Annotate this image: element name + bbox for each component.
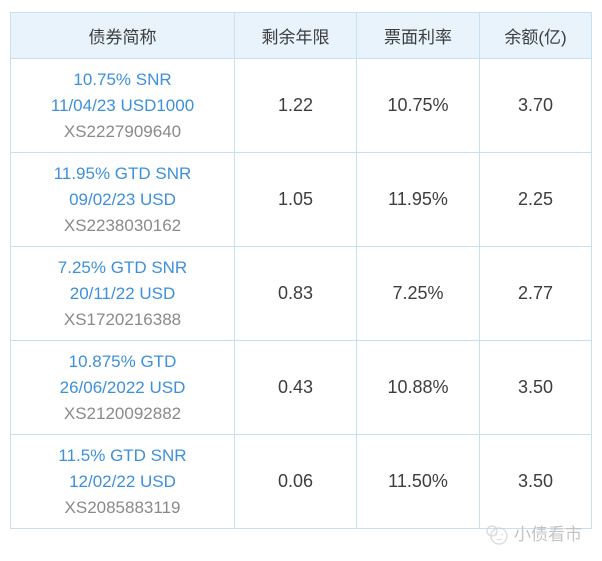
balance-value: 3.50 — [479, 434, 591, 528]
bond-name-cell[interactable]: 11.95% GTD SNR 09/02/23 USD XS2238030162 — [11, 152, 234, 246]
bond-name-line2: 26/06/2022 USD — [59, 377, 186, 397]
bond-table: 债券简称 剩余年限 票面利率 余额(亿) 10.75% SNR 11/04/23… — [10, 12, 592, 529]
bond-name-line1: 11.5% GTD SNR — [58, 445, 187, 465]
doodle-face-icon — [484, 523, 510, 547]
bond-isin-code: XS2227909640 — [63, 121, 182, 141]
coupon-rate-value: 11.95% — [356, 152, 479, 246]
bond-name-line1: 7.25% GTD SNR — [57, 257, 188, 277]
bond-name-cell[interactable]: 11.5% GTD SNR 12/02/22 USD XS2085883119 — [11, 434, 234, 528]
bond-name-line1: 10.875% GTD — [68, 351, 177, 371]
remaining-years-value: 1.22 — [234, 58, 356, 152]
balance-value: 2.77 — [479, 246, 591, 340]
bond-name-cell[interactable]: 10.875% GTD 26/06/2022 USD XS2120092882 — [11, 340, 234, 434]
balance-value: 3.50 — [479, 340, 591, 434]
column-header-coupon-rate: 票面利率 — [356, 13, 479, 58]
bond-name-cell[interactable]: 7.25% GTD SNR 20/11/22 USD XS1720216388 — [11, 246, 234, 340]
bond-name-line2: 11/04/23 USD1000 — [50, 95, 195, 115]
bond-isin-code: XS2085883119 — [64, 497, 181, 517]
column-header-remaining-years: 剩余年限 — [234, 13, 356, 58]
remaining-years-value: 0.83 — [234, 246, 356, 340]
remaining-years-value: 0.43 — [234, 340, 356, 434]
bond-name-line1: 10.75% SNR — [73, 69, 172, 89]
balance-value: 2.25 — [479, 152, 591, 246]
coupon-rate-value: 7.25% — [356, 246, 479, 340]
column-header-balance: 余额(亿) — [479, 13, 591, 58]
bond-isin-code: XS2120092882 — [63, 403, 182, 423]
bond-isin-code: XS2238030162 — [63, 215, 182, 235]
watermark-label: 小债看市 — [514, 525, 582, 544]
bond-name-line2: 09/02/23 USD — [69, 189, 176, 209]
bond-name-line2: 20/11/22 USD — [69, 283, 176, 303]
coupon-rate-value: 11.50% — [356, 434, 479, 528]
coupon-rate-value: 10.88% — [356, 340, 479, 434]
watermark: 小债看市 — [484, 522, 582, 548]
bond-name-cell[interactable]: 10.75% SNR 11/04/23 USD1000 XS2227909640 — [11, 58, 234, 152]
bond-name-line2: 12/02/22 USD — [69, 471, 176, 491]
remaining-years-value: 0.06 — [234, 434, 356, 528]
balance-value: 3.70 — [479, 58, 591, 152]
column-header-bond-name: 债券简称 — [11, 13, 234, 58]
bond-isin-code: XS1720216388 — [63, 309, 182, 329]
bond-name-line1: 11.95% GTD SNR — [53, 163, 192, 183]
remaining-years-value: 1.05 — [234, 152, 356, 246]
coupon-rate-value: 10.75% — [356, 58, 479, 152]
